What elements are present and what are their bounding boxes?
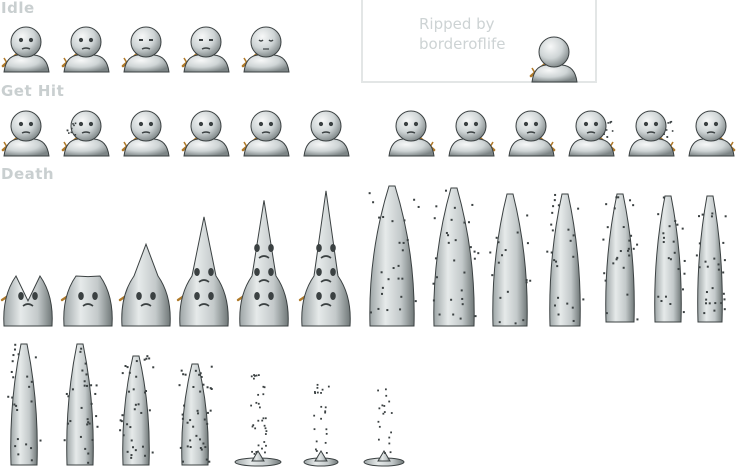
- get-hit-section-label: Get Hit: [1, 83, 64, 99]
- get-hit-frame-9: [505, 106, 557, 158]
- idle-section-label: Idle: [1, 0, 35, 16]
- credit-snowman-sprite: [528, 32, 580, 84]
- get-hit-frame-4: [180, 106, 232, 158]
- death-frame-8: [426, 180, 482, 330]
- death-frame-5: [236, 184, 292, 330]
- get-hit-frame-1: [0, 106, 52, 158]
- idle-frame-3: [120, 22, 172, 74]
- death-frame-6: [298, 180, 354, 330]
- death-section-label: Death: [1, 166, 54, 182]
- death-frame-18: [230, 370, 286, 469]
- death-frame-12: [648, 188, 688, 326]
- death-frame-15: [58, 336, 102, 469]
- get-hit-frame-11: [625, 106, 677, 158]
- death-frame-1: [0, 240, 56, 330]
- get-hit-frame-3: [120, 106, 172, 158]
- get-hit-frame-12: [685, 106, 737, 158]
- death-frame-16: [114, 348, 158, 469]
- death-frame-10: [540, 186, 590, 330]
- death-frame-2: [60, 222, 116, 330]
- idle-frame-1: [0, 22, 52, 74]
- credit-text: Ripped by borderoflife: [419, 14, 539, 54]
- death-frame-13: [690, 188, 730, 326]
- death-frame-3: [118, 202, 174, 330]
- death-frame-17: [172, 356, 218, 469]
- get-hit-frame-8: [445, 106, 497, 158]
- death-frame-19: [296, 378, 346, 469]
- idle-frame-4: [180, 22, 232, 74]
- get-hit-frame-5: [240, 106, 292, 158]
- death-frame-7: [364, 178, 420, 330]
- death-frame-20: [360, 382, 408, 469]
- credit-line-ripped-by: Ripped by: [419, 14, 539, 34]
- idle-frame-2: [60, 22, 112, 74]
- get-hit-frame-6: [300, 106, 352, 158]
- credit-line-author: borderoflife: [419, 34, 539, 54]
- get-hit-frame-10: [565, 106, 617, 158]
- get-hit-frame-7: [385, 106, 437, 158]
- death-frame-14: [4, 336, 44, 469]
- get-hit-frame-2: [60, 106, 112, 158]
- death-frame-11: [598, 186, 642, 326]
- idle-frame-5: [240, 22, 292, 74]
- death-frame-9: [484, 186, 536, 330]
- death-frame-4: [176, 190, 232, 330]
